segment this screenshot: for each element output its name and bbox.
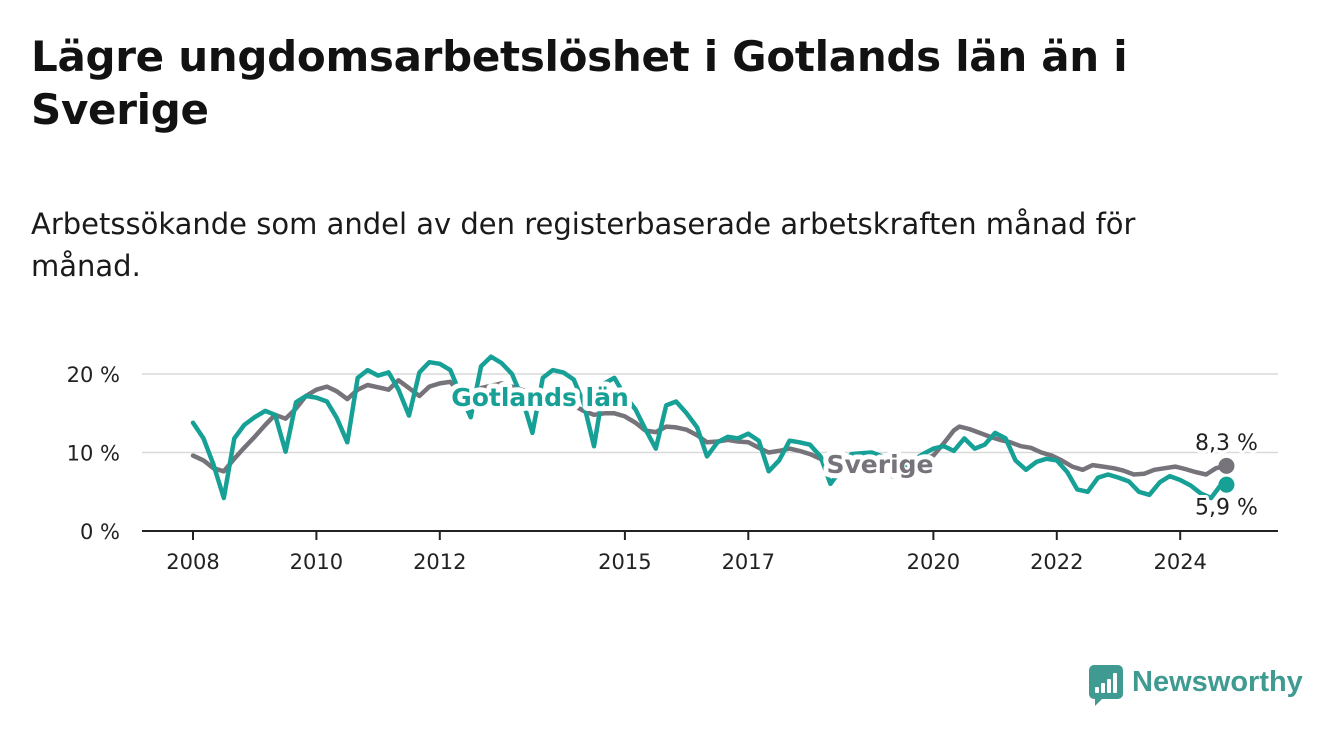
end-label-sverige: 8,3 % xyxy=(1195,431,1258,456)
y-tick-label: 10 % xyxy=(67,442,120,466)
end-point-sverige xyxy=(1218,457,1235,474)
y-tick-label: 0 % xyxy=(80,520,120,544)
end-label-gotland: 5,9 % xyxy=(1195,496,1258,521)
end-point-gotlands-ln xyxy=(1218,476,1235,493)
series-line-gotlands-ln xyxy=(190,354,1229,501)
newsworthy-logo-icon xyxy=(1089,665,1123,706)
line-chart: 0 % 10 % 20 % 2008 2010 2012 2015 2017 2020 2022… xyxy=(67,354,1278,574)
series-line-sverige xyxy=(190,378,1229,477)
x-tick-label: 2024 xyxy=(1153,550,1206,574)
series-lines xyxy=(190,354,1235,501)
chart-subtitle: Arbetssökande som andel av den registerb… xyxy=(31,207,1136,283)
x-tick-label: 2022 xyxy=(1030,550,1083,574)
x-tick-label: 2012 xyxy=(413,550,466,574)
series-label-gotland: Gotlands län xyxy=(451,383,629,412)
x-tick-label: 2017 xyxy=(722,550,775,574)
series-labels: Gotlands län Sverige 8,3 % 5,9 % xyxy=(446,378,1261,524)
newsworthy-logo[interactable]: Newsworthy xyxy=(1089,660,1303,706)
x-tick-label: 2020 xyxy=(907,550,960,574)
chart-title: Lägre ungdomsarbetslöshet i Gotlands län… xyxy=(31,32,1128,134)
brand-name: Newsworthy xyxy=(1132,665,1303,698)
series-label-sverige: Sverige xyxy=(826,450,933,479)
x-tick-label: 2015 xyxy=(598,550,651,574)
y-axis-ticks: 0 % 10 % 20 % xyxy=(67,363,120,544)
x-tick-label: 2008 xyxy=(166,550,219,574)
y-tick-label: 20 % xyxy=(67,363,120,387)
x-tick-label: 2010 xyxy=(290,550,343,574)
x-axis: 2008 2010 2012 2015 2017 2020 2022 2024 xyxy=(142,530,1278,574)
